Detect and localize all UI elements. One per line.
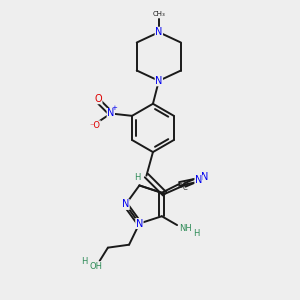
Text: N: N [195, 175, 202, 185]
Text: OH: OH [90, 262, 103, 271]
Text: N: N [155, 76, 163, 86]
Text: NH: NH [179, 224, 192, 232]
Text: C: C [183, 185, 188, 191]
Text: H: H [193, 230, 200, 238]
Text: +: + [112, 106, 118, 112]
Text: N: N [107, 109, 115, 118]
Text: H: H [134, 172, 140, 182]
Text: ⁻O: ⁻O [89, 121, 100, 130]
Text: N: N [201, 172, 208, 182]
Text: O: O [94, 94, 102, 104]
Text: H: H [81, 257, 88, 266]
Text: N: N [155, 27, 163, 37]
Text: N: N [136, 218, 143, 229]
Text: CH₃: CH₃ [152, 11, 165, 17]
Text: N: N [122, 200, 129, 209]
Text: C: C [178, 183, 182, 189]
